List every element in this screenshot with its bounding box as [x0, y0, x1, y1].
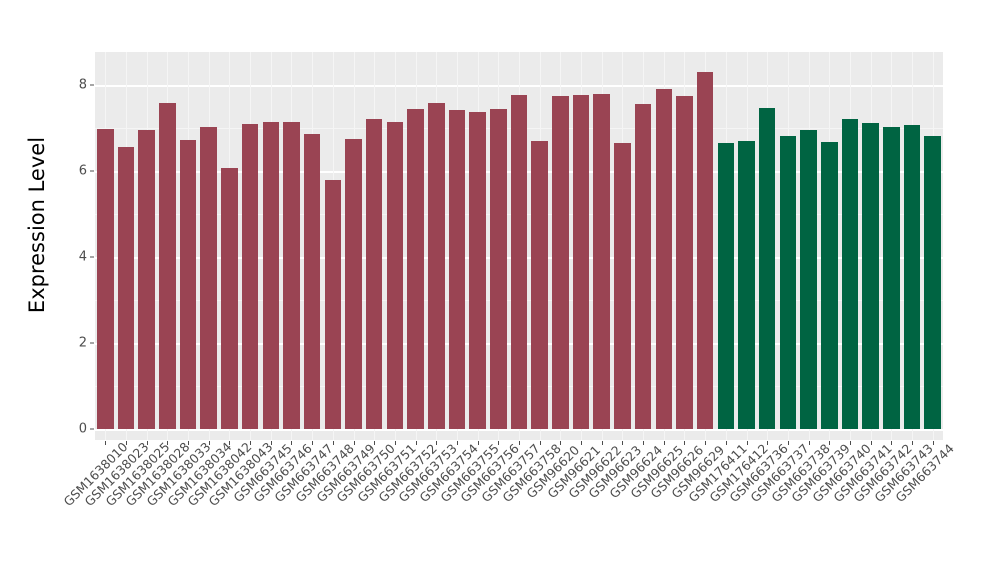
x-tick-mark: [891, 441, 893, 445]
x-tick-mark: [312, 441, 314, 445]
x-tick-mark: [436, 441, 438, 445]
y-tick-mark: [90, 170, 94, 172]
x-tick-mark: [870, 441, 872, 445]
x-tick-mark: [911, 441, 913, 445]
x-tick-mark: [581, 441, 583, 445]
x-tick-mark: [519, 441, 520, 445]
bar: [427, 102, 445, 429]
bar: [820, 142, 838, 429]
bar: [531, 141, 548, 429]
x-tick-mark: [415, 441, 417, 445]
bar: [717, 143, 735, 429]
x-tick-mark: [270, 441, 272, 445]
x-tick-mark: [498, 441, 500, 445]
bar: [117, 146, 135, 429]
bar: [676, 96, 693, 429]
x-tick-mark: [684, 441, 686, 445]
x-tick-mark: [643, 441, 645, 445]
y-tick-label: 8: [78, 77, 87, 93]
x-tick-mark: [808, 441, 810, 445]
bar: [365, 119, 383, 429]
bar: [324, 179, 342, 429]
bar: [407, 108, 424, 429]
y-axis-title: Expression Level: [25, 136, 49, 314]
y-tick-mark: [90, 428, 94, 430]
bar: [510, 94, 528, 429]
bar: [159, 103, 176, 429]
bar: [469, 112, 486, 429]
bar: [283, 121, 300, 429]
x-tick-mark: [663, 441, 665, 445]
y-tick-label: 0: [78, 421, 87, 437]
bar: [448, 109, 466, 429]
x-tick-mark: [146, 441, 148, 445]
bar: [614, 143, 631, 429]
bar: [97, 128, 114, 429]
y-axis-tick-labels: 0 2 4 6 8: [60, 0, 87, 580]
x-tick-mark: [456, 441, 458, 445]
x-tick-mark: [477, 441, 479, 445]
bar: [241, 124, 259, 429]
x-tick-mark: [539, 441, 541, 445]
x-tick-mark: [849, 441, 851, 445]
y-tick-label: 6: [78, 163, 87, 179]
x-tick-mark: [394, 441, 396, 445]
bar: [841, 119, 859, 429]
x-tick-mark: [725, 441, 727, 445]
bar: [572, 95, 590, 429]
x-tick-mark: [105, 441, 107, 445]
x-tick-mark: [188, 441, 190, 445]
bar: [738, 140, 755, 429]
x-tick-mark: [229, 441, 231, 445]
x-tick-mark: [126, 441, 128, 445]
x-tick-mark: [829, 441, 831, 445]
bar: [490, 108, 507, 429]
y-tick-mark: [90, 342, 94, 344]
bar: [903, 125, 921, 429]
bar: [179, 140, 197, 429]
bar: [924, 135, 941, 429]
x-tick-mark: [932, 441, 934, 445]
bar: [883, 126, 900, 429]
y-tick-label: 4: [78, 249, 87, 265]
x-tick-mark: [208, 441, 210, 445]
bar: [696, 71, 714, 429]
x-tick-mark: [374, 441, 376, 445]
bar: [862, 122, 879, 429]
plot-panel: [95, 52, 943, 440]
bar: [552, 96, 569, 429]
y-tick-label: 2: [78, 335, 87, 351]
bar: [655, 88, 673, 429]
bar: [779, 135, 797, 429]
y-tick-mark: [90, 256, 94, 258]
bar: [303, 133, 321, 429]
bar: [345, 138, 362, 429]
x-tick-mark: [332, 441, 334, 445]
x-tick-mark: [622, 441, 624, 445]
bar: [386, 122, 404, 429]
x-tick-mark: [601, 441, 603, 445]
bar: [758, 107, 776, 429]
bar: [593, 93, 610, 429]
x-tick-mark: [167, 441, 169, 445]
x-tick-mark: [560, 441, 562, 445]
bar: [138, 130, 155, 429]
bar: [800, 130, 817, 429]
x-tick-mark: [705, 441, 707, 445]
x-tick-mark: [767, 441, 769, 445]
bar: [634, 104, 652, 429]
bar: [200, 127, 217, 429]
bar: [262, 122, 280, 429]
x-tick-mark: [353, 441, 355, 445]
bar: [221, 167, 238, 429]
x-tick-mark: [291, 441, 293, 445]
x-tick-mark: [250, 441, 252, 445]
x-tick-mark: [787, 441, 789, 445]
y-tick-mark: [90, 84, 94, 86]
x-tick-mark: [746, 441, 748, 445]
